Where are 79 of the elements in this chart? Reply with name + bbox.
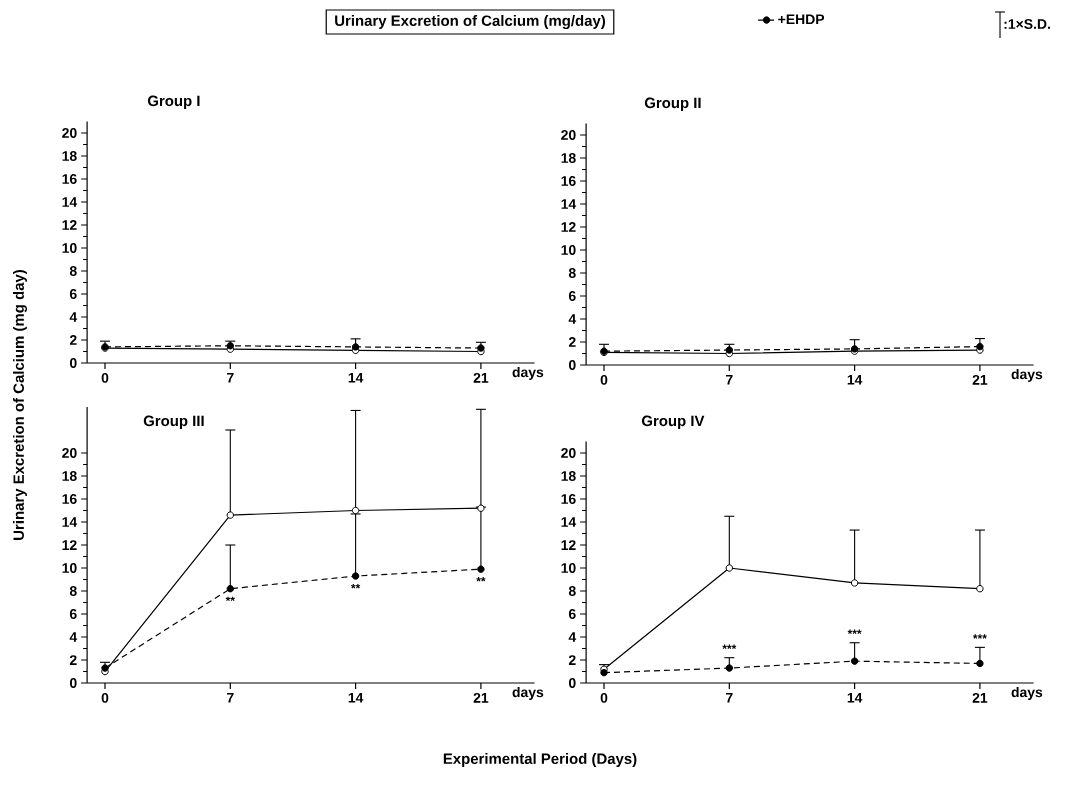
y-tick-label: 8: [568, 268, 576, 278]
x-tick-label: 14: [847, 374, 863, 385]
x-tick-label: 0: [101, 372, 109, 383]
y-tick-label: 2: [69, 655, 77, 665]
y-tick-label: 10: [62, 563, 77, 573]
annotation: **: [476, 577, 486, 582]
y-tick-label: 18: [561, 471, 576, 481]
legend-label: +EHDP: [778, 14, 825, 25]
annotation: **: [350, 583, 361, 589]
x-tick-label: 21: [473, 692, 489, 703]
text: Group III: [143, 415, 204, 430]
y-tick-label: 20: [62, 128, 77, 138]
y-tick-label: 18: [62, 471, 77, 481]
y-tick-label: 6: [568, 609, 576, 619]
chart-title: Group II: [644, 97, 701, 112]
annotation: ***: [847, 629, 862, 635]
y-tick-label: 20: [561, 130, 576, 140]
y-tick-label: 14: [62, 517, 78, 527]
x-axis-title: days: [1011, 686, 1043, 700]
y-tick-label: 10: [561, 245, 576, 255]
y-tick-label: 18: [62, 151, 77, 161]
x-axis-title: days: [1011, 368, 1043, 382]
x-axis-title: days: [512, 366, 544, 380]
x-tick-label: 21: [972, 692, 988, 703]
y-tick-label: 12: [561, 540, 576, 550]
chart-title: Group IV: [641, 415, 705, 430]
x-tick-label: 14: [847, 692, 863, 703]
y-tick-label: 10: [561, 563, 576, 573]
y-tick-label: 14: [561, 199, 577, 209]
x-tick-label: 7: [227, 692, 234, 703]
x-axis-title: days: [512, 686, 544, 700]
y-tick-label: 0: [69, 358, 77, 368]
y-tick-label: 12: [561, 222, 576, 232]
x-tick-label: 0: [600, 692, 608, 703]
y-tick-label: 8: [69, 586, 77, 596]
y-tick-label: 4: [69, 632, 78, 642]
x-tick-label: 14: [348, 692, 364, 703]
y-tick-label: 6: [69, 609, 77, 619]
y-tick-label: 6: [568, 291, 576, 301]
y-tick-label: 18: [561, 153, 576, 163]
annotation: ***: [972, 634, 987, 639]
y-tick-label: 4: [568, 314, 577, 324]
y-tick-label: 14: [62, 197, 78, 207]
y-tick-label: 10: [62, 243, 77, 253]
x-tick-label: 14: [348, 372, 364, 383]
x-tick-label: 7: [227, 372, 234, 383]
y-tick-label: 16: [561, 494, 576, 504]
y-tick-label: 6: [69, 289, 77, 299]
x-tick-label: 21: [972, 374, 988, 385]
y-tick-label: 4: [69, 312, 78, 322]
chart-title: Group I: [147, 95, 200, 110]
y-tick-label: 0: [568, 360, 576, 370]
annotation: **: [225, 596, 235, 602]
y-tick-label: 12: [62, 540, 77, 550]
text: Urinary Excretion of Calcium (mg/day): [335, 15, 606, 29]
y-tick-label: 2: [69, 335, 77, 345]
y-tick-label: 12: [62, 220, 77, 230]
y-tick-label: 14: [561, 517, 577, 527]
y-tick-label: 20: [62, 448, 77, 458]
y-tick-label: 2: [568, 337, 576, 347]
x-tick-label: 0: [101, 692, 109, 703]
y-tick-label: 16: [62, 494, 77, 504]
y-tick-label: 8: [568, 586, 576, 596]
y-tick-label: 0: [69, 678, 77, 688]
y-tick-label: 4: [568, 632, 577, 642]
annotation: ***: [722, 644, 737, 650]
y-tick-label: 16: [62, 174, 77, 184]
x-tick-label: 0: [600, 374, 608, 385]
x-tick-label: 7: [726, 374, 733, 385]
y-tick-label: 20: [561, 448, 576, 458]
text: Experimental Period (Days): [443, 753, 637, 767]
y-tick-label: 0: [568, 678, 576, 688]
y-axis-title: Urinary Excretion of Calcium (mg day): [13, 269, 27, 540]
x-tick-label: 21: [473, 372, 489, 383]
y-tick-label: 8: [69, 266, 77, 276]
y-tick-label: 2: [568, 655, 576, 665]
y-tick-label: 16: [561, 176, 576, 186]
text: :1×S.D.: [1004, 19, 1050, 29]
x-tick-label: 7: [726, 692, 733, 703]
